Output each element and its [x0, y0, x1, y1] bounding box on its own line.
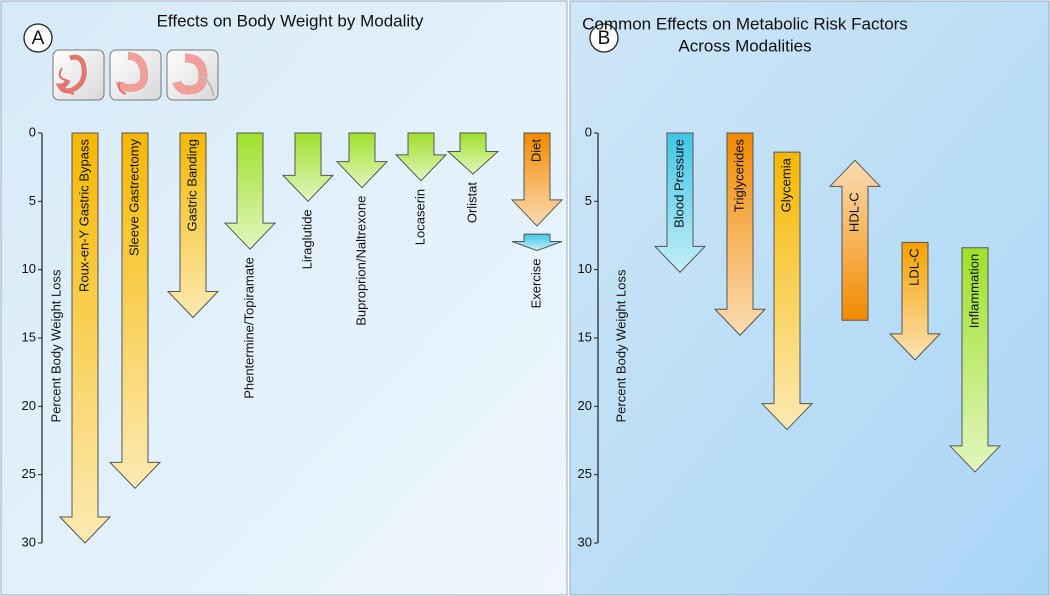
- arrow: [394, 132, 448, 182]
- arrow-label: Inflammation: [966, 254, 981, 328]
- arrow-label: Exercise: [528, 259, 543, 309]
- arrow-label: Gastric Banding: [184, 139, 199, 232]
- arrow: [653, 132, 707, 274]
- y-tick-label: 20: [22, 398, 36, 413]
- y-tick-label: 5: [29, 193, 36, 208]
- y-tick-label: 0: [585, 124, 592, 139]
- arrow: [58, 132, 112, 544]
- arrow: [760, 151, 814, 431]
- chart-title: Across Modalities: [678, 36, 811, 55]
- y-axis-label: Percent Body Weight Loss: [613, 269, 628, 422]
- y-tick-label: 10: [22, 261, 36, 276]
- y-tick-label: 20: [578, 398, 592, 413]
- arrow-label: Sleeve Gastrectomy: [126, 139, 141, 257]
- arrow-label: Triglycerides: [731, 139, 746, 213]
- arrow-label: Diet: [528, 139, 543, 163]
- arrow-label: Orlistat: [464, 182, 479, 224]
- arrow: [223, 132, 277, 250]
- panel-label: B: [598, 28, 611, 49]
- arrow: [888, 241, 942, 361]
- arrow-label: Buproprion/Naltrexone: [353, 196, 368, 326]
- arrow-label: Blood Pressure: [671, 139, 686, 228]
- arrow-label: Phentermine/Topiramate: [241, 257, 256, 399]
- arrow: [335, 132, 389, 189]
- y-tick-label: 0: [29, 124, 36, 139]
- arrow-label: Roux-en-Y Gastric Bypass: [76, 139, 91, 292]
- panel-label-circle: [589, 23, 619, 53]
- arrow-label: LDL-C: [906, 248, 921, 286]
- arrow-label: Glycemia: [778, 157, 793, 212]
- arrow: [108, 132, 162, 490]
- y-tick-label: 15: [578, 329, 592, 344]
- arrow-label: HDL-C: [846, 192, 861, 232]
- arrow: [446, 132, 500, 175]
- arrow: [828, 159, 882, 321]
- arrow: [166, 132, 220, 319]
- arrow: [948, 247, 1002, 473]
- y-tick-label: 5: [585, 193, 592, 208]
- panel-label-circle: [23, 23, 53, 53]
- y-tick-label: 15: [22, 329, 36, 344]
- arrow: [511, 233, 563, 252]
- arrow: [713, 132, 767, 336]
- arrow-label: Locaserin: [412, 189, 427, 245]
- y-axis-label: Percent Body Weight Loss: [48, 269, 63, 422]
- arrow: [510, 132, 564, 227]
- arrow: [281, 132, 335, 203]
- y-tick-label: 30: [578, 534, 592, 549]
- surgery-icons: [52, 49, 219, 101]
- y-tick-label: 30: [22, 534, 36, 549]
- chart-title: Effects on Body Weight by Modality: [157, 11, 424, 30]
- arrow-label: Liraglutide: [299, 209, 314, 269]
- chart-title: Common Effects on Metabolic Risk Factors: [582, 14, 908, 33]
- y-tick-label: 10: [578, 261, 592, 276]
- y-tick-label: 25: [22, 466, 36, 481]
- y-tick-label: 25: [578, 466, 592, 481]
- panel-label: A: [32, 28, 45, 49]
